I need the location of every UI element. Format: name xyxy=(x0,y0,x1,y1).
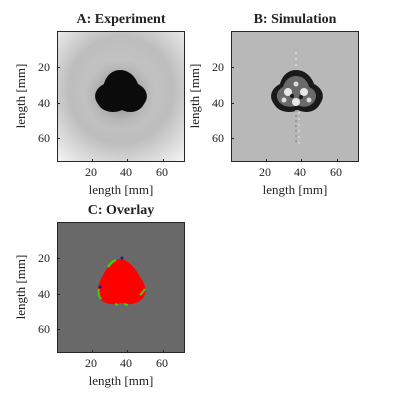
panel-b-xtick-40: 40 xyxy=(294,165,306,179)
panel-a-xtick-60: 60 xyxy=(156,165,168,179)
panel-c-xtick-40: 40 xyxy=(120,356,132,370)
panel-a-ytick-20: 20 xyxy=(38,60,50,74)
panel-b-xtick-20: 20 xyxy=(259,165,271,179)
panel-b-ylabel: length [mm] xyxy=(187,63,202,129)
panel-b-image-frame xyxy=(231,31,359,162)
panel-c-xlabel: length [mm] xyxy=(88,373,154,388)
panel-c-ytick-40: 40 xyxy=(38,287,50,301)
panel-a-image-frame xyxy=(57,31,185,162)
panel-b-title: B: Simulation xyxy=(253,12,337,27)
panel-a-ylabel: length [mm] xyxy=(13,63,28,129)
panel-a-title: A: Experiment xyxy=(76,12,166,27)
panel-c-xtick-60: 60 xyxy=(156,356,168,370)
simulation-image xyxy=(232,32,358,161)
panel-a-ytick-60: 60 xyxy=(38,131,50,145)
overlay-image xyxy=(58,223,184,352)
panel-a-ytick-40: 40 xyxy=(38,96,50,110)
panel-c-title: C: Overlay xyxy=(87,203,155,218)
panel-a-xtick-20: 20 xyxy=(85,165,97,179)
panel-c-ylabel: length [mm] xyxy=(13,254,28,320)
panel-b-ytick-60: 60 xyxy=(212,131,224,145)
panel-a-xlabel: length [mm] xyxy=(88,182,154,197)
panel-a-xtick-40: 40 xyxy=(120,165,132,179)
panel-c-ytick-60: 60 xyxy=(38,322,50,336)
panel-b-ytick-20: 20 xyxy=(212,60,224,74)
panel-b-ytick-40: 40 xyxy=(212,96,224,110)
panel-b-xlabel: length [mm] xyxy=(262,182,328,197)
panel-b-xtick-60: 60 xyxy=(330,165,342,179)
panel-c-ytick-20: 20 xyxy=(38,251,50,265)
panel-c-image-frame xyxy=(57,222,185,353)
experiment-image xyxy=(58,32,184,161)
panel-c-xtick-20: 20 xyxy=(85,356,97,370)
